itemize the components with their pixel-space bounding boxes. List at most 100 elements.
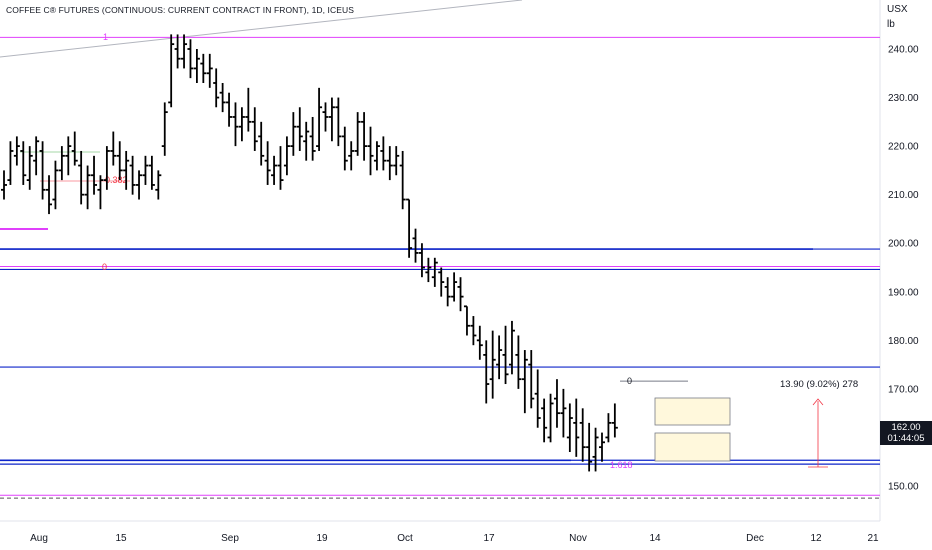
bar-countdown: 01:44:05 xyxy=(887,433,925,444)
ohlc-bar xyxy=(13,136,20,166)
ohlc-bar xyxy=(566,403,573,453)
ohlc-bar xyxy=(598,432,605,462)
ohlc-bar xyxy=(136,170,143,200)
ohlc-bar xyxy=(457,277,464,312)
ohlc-bar xyxy=(251,107,258,151)
ohlc-bar xyxy=(110,131,117,166)
ohlc-bar xyxy=(148,155,155,190)
ohlc-bar xyxy=(33,136,40,176)
ohlc-bar xyxy=(193,49,200,83)
last-price-tag: 162.00 01:44:05 xyxy=(880,421,932,445)
unit-label-top: USX xyxy=(887,4,908,15)
ohlc-bar xyxy=(52,160,59,210)
ohlc-bar xyxy=(476,325,483,360)
ohlc-bar xyxy=(483,340,490,404)
chart-title: COFFEE C® FUTURES (CONTINUOUS: CURRENT C… xyxy=(6,5,355,15)
ohlc-bar xyxy=(26,146,33,190)
ohlc-bar xyxy=(1,170,7,200)
ohlc-bar xyxy=(515,335,522,389)
ohlc-bar xyxy=(316,87,323,151)
x-tick-label: 15 xyxy=(115,533,127,544)
fib-label: 1 xyxy=(103,32,108,42)
ohlc-bar xyxy=(277,146,284,190)
ohlc-bar xyxy=(20,141,27,185)
fib-label: 1.618 xyxy=(610,460,633,470)
ohlc-bar xyxy=(611,403,618,438)
ohlc-bar xyxy=(534,369,541,428)
y-tick-label: 200.00 xyxy=(888,239,919,250)
x-tick-label: 12 xyxy=(810,533,822,544)
x-tick-label: Dec xyxy=(746,533,764,544)
ohlc-bar xyxy=(58,146,65,181)
ohlc-bar xyxy=(418,243,425,278)
fib-label: 0 xyxy=(627,376,632,386)
ohlc-bar xyxy=(258,121,265,166)
ohlc-bar xyxy=(116,141,123,181)
ohlc-bar xyxy=(380,136,387,171)
ohlc-bar xyxy=(496,335,503,380)
ohlc-bar xyxy=(341,126,348,171)
ohlc-bar xyxy=(560,388,567,438)
ohlc-bar xyxy=(406,198,413,258)
fib-label: 0.382 xyxy=(105,175,128,185)
measure-label: 13.90 (9.02%) 278 xyxy=(780,379,858,390)
y-tick-label: 190.00 xyxy=(888,287,919,298)
ohlc-bar xyxy=(470,316,477,346)
zone-box xyxy=(654,432,731,462)
ohlc-bar xyxy=(155,170,162,200)
y-tick-label: 210.00 xyxy=(888,190,919,201)
ohlc-bar xyxy=(579,408,586,462)
ohlc-bar xyxy=(71,131,78,166)
ohlc-bar xyxy=(181,34,188,69)
ohlc-bar xyxy=(605,413,612,443)
ohlc-bar xyxy=(65,136,72,176)
x-tick-label: 17 xyxy=(483,533,495,544)
ohlc-bar xyxy=(187,39,194,79)
ohlc-bar xyxy=(206,53,213,88)
ohlc-bar xyxy=(553,379,560,428)
ohlc-bar xyxy=(573,398,580,457)
ohlc-bar xyxy=(46,175,53,215)
ohlc-bar xyxy=(438,267,445,297)
ohlc-bar xyxy=(348,141,355,171)
x-tick-label: Aug xyxy=(30,533,48,544)
trend-line xyxy=(0,0,523,58)
ohlc-bar xyxy=(213,68,220,108)
ohlc-bar xyxy=(508,320,515,375)
ohlc-bar xyxy=(142,155,149,185)
ohlc-bar xyxy=(502,325,509,385)
ohlc-bar xyxy=(399,150,406,210)
ohlc-bar xyxy=(335,97,342,147)
ohlc-bar xyxy=(91,155,98,195)
y-tick-label: 170.00 xyxy=(888,384,919,395)
ohlc-bar xyxy=(238,107,245,142)
y-tick-label: 220.00 xyxy=(888,142,919,153)
ohlc-bar xyxy=(592,427,599,472)
ohlc-bar xyxy=(97,175,104,210)
y-tick-label: 240.00 xyxy=(888,45,919,56)
ohlc-bar xyxy=(547,393,554,443)
ohlc-bar xyxy=(78,150,85,205)
ohlc-bar xyxy=(425,257,432,283)
zone-box xyxy=(654,397,731,426)
ohlc-bar xyxy=(219,82,226,113)
ohlc-bar xyxy=(412,228,419,263)
ohlc-bar xyxy=(393,146,400,176)
x-tick-label: Sep xyxy=(221,533,239,544)
ohlc-bar xyxy=(373,141,380,171)
ohlc-bar xyxy=(200,53,207,83)
x-tick-label: Nov xyxy=(569,533,587,544)
ohlc-bar xyxy=(367,126,374,176)
ohlc-bar xyxy=(103,146,110,190)
last-price-value: 162.00 xyxy=(891,422,921,433)
ohlc-bar xyxy=(354,112,361,156)
x-tick-label: 21 xyxy=(867,533,879,544)
ohlc-bar xyxy=(84,165,91,210)
unit-label-bottom: lb xyxy=(887,19,895,30)
x-tick-label: Oct xyxy=(397,533,413,544)
ohlc-bar xyxy=(7,141,14,185)
ohlc-bar xyxy=(174,34,181,69)
ohlc-bar xyxy=(290,112,297,156)
ohlc-bar xyxy=(161,102,168,156)
